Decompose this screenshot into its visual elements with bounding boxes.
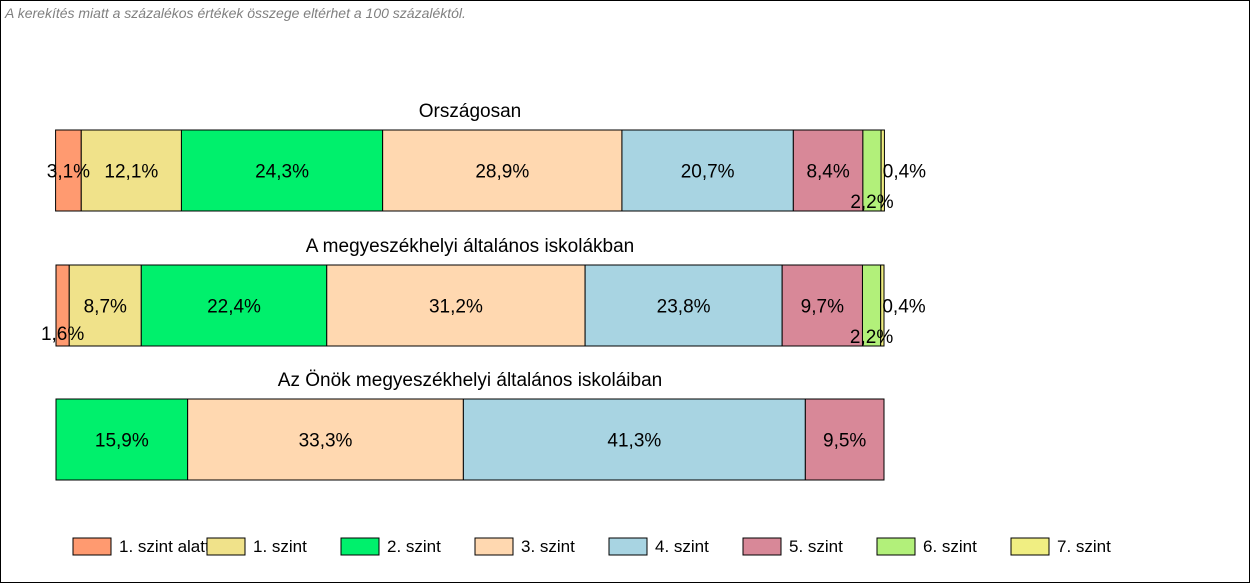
bar-segment: [140, 264, 328, 347]
legend-swatch: [742, 537, 782, 556]
legend-swatch: [206, 537, 246, 556]
data-label: 1,6%: [41, 324, 84, 345]
legend-label: 1. szint: [253, 537, 307, 556]
bar-segment: [880, 264, 885, 347]
legend-label: 2. szint: [387, 537, 441, 556]
bar-segment: [880, 129, 885, 212]
legend-swatch: [608, 537, 648, 556]
data-label: 3,1%: [47, 162, 90, 183]
data-label: 0,4%: [883, 162, 926, 183]
row-title: A megyeszékhelyi általános iskolákban: [306, 236, 634, 257]
data-label: 20,7%: [681, 162, 735, 183]
rounding-note: A kerekítés miatt a százalékos értékek ö…: [5, 5, 466, 21]
data-label: 41,3%: [607, 431, 661, 452]
data-label: 2,2%: [850, 192, 893, 213]
data-label: 33,3%: [299, 431, 353, 452]
data-label: 12,1%: [104, 162, 158, 183]
data-label: 24,3%: [255, 162, 309, 183]
data-label: 2,2%: [850, 327, 893, 348]
data-label: 9,5%: [823, 431, 866, 452]
data-label: 15,9%: [95, 431, 149, 452]
data-label: 9,7%: [801, 297, 844, 318]
legend-label: 3. szint: [521, 537, 575, 556]
row-title: Országosan: [419, 101, 521, 122]
row-title: Az Önök megyeszékhelyi általános iskolái…: [278, 370, 662, 391]
legend-swatch: [876, 537, 916, 556]
legend-label: 5. szint: [789, 537, 843, 556]
bar-segment: [462, 398, 806, 481]
data-label: 8,7%: [84, 297, 127, 318]
bar-segment: [584, 264, 783, 347]
bar-segment: [621, 129, 794, 212]
data-label: 28,9%: [475, 162, 529, 183]
legend-swatch: [474, 537, 514, 556]
legend-swatch: [72, 537, 112, 556]
data-label: 8,4%: [806, 162, 849, 183]
bar-segment: [792, 129, 864, 212]
bar-segment: [187, 398, 464, 481]
legend-label: 7. szint: [1057, 537, 1111, 556]
data-label: 0,4%: [882, 297, 925, 318]
legend-swatch: [1010, 537, 1050, 556]
data-label: 31,2%: [429, 297, 483, 318]
bar-segment: [55, 398, 189, 481]
bar-segment: [80, 129, 182, 212]
bar-segment: [382, 129, 623, 212]
data-label: 23,8%: [657, 297, 711, 318]
data-label: 22,4%: [207, 297, 261, 318]
legend-label: 1. szint alatti: [119, 537, 214, 556]
legend-swatch: [340, 537, 380, 556]
bar-segment: [804, 398, 885, 481]
bar-segment: [326, 264, 586, 347]
legend-label: 6. szint: [923, 537, 977, 556]
legend-label: 4. szint: [655, 537, 709, 556]
